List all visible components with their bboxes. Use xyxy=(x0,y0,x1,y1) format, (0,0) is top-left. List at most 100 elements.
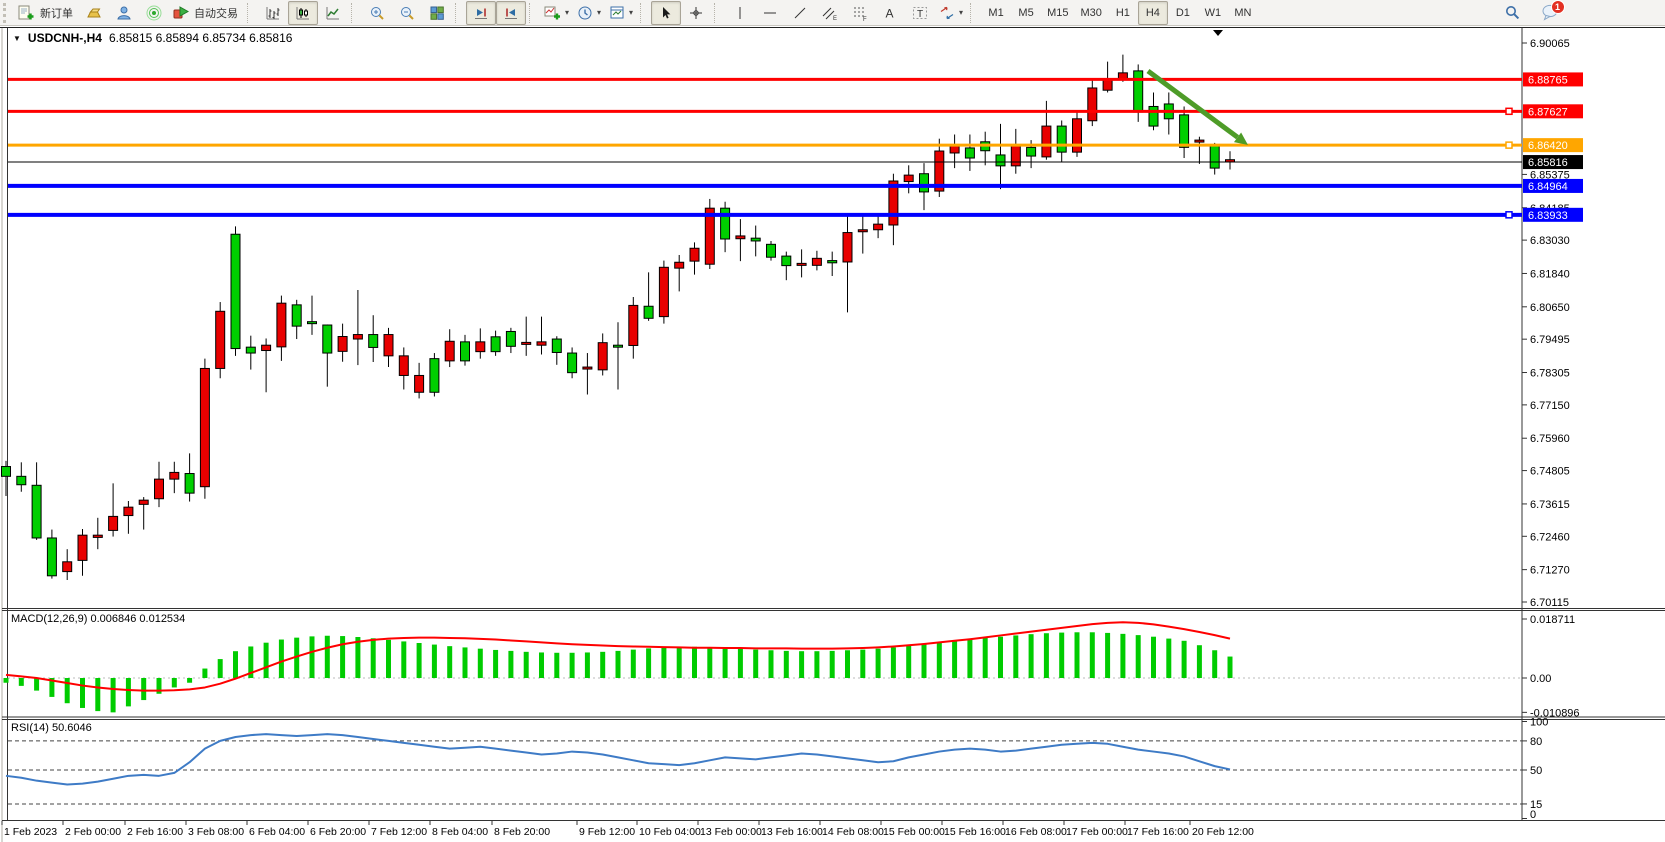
indicators-button[interactable]: ▾ xyxy=(540,1,573,25)
market-depth-button[interactable] xyxy=(109,1,139,25)
svg-text:3 Feb 08:00: 3 Feb 08:00 xyxy=(188,826,244,838)
chat-icon: 1 xyxy=(1541,0,1565,21)
svg-text:6.72460: 6.72460 xyxy=(1530,531,1570,543)
crosshair-button[interactable] xyxy=(681,1,711,25)
new-order-icon xyxy=(18,5,35,21)
gold-ingot-icon xyxy=(86,5,102,21)
svg-text:14 Feb 08:00: 14 Feb 08:00 xyxy=(822,826,884,838)
timeframe-mn-button-label: MN xyxy=(1234,6,1252,19)
cursor-icon xyxy=(658,5,674,21)
label-button[interactable]: T xyxy=(905,1,935,25)
svg-text:6.86420: 6.86420 xyxy=(1528,140,1568,152)
svg-text:F: F xyxy=(863,17,867,21)
svg-text:6.71270: 6.71270 xyxy=(1530,565,1570,577)
svg-text:80: 80 xyxy=(1530,736,1542,748)
periods-icon xyxy=(577,5,593,21)
tile-windows-button[interactable] xyxy=(422,1,452,25)
toolbar-separator xyxy=(640,2,648,23)
templates-icon xyxy=(609,5,625,21)
svg-text:6.73615: 6.73615 xyxy=(1530,499,1570,511)
svg-text:17 Feb 16:00: 17 Feb 16:00 xyxy=(1127,826,1189,838)
fibonacci-button[interactable]: F xyxy=(845,1,875,25)
new-order-button[interactable]: 新订单 xyxy=(14,1,79,25)
market-depth-icon xyxy=(116,5,132,21)
search-icon xyxy=(1504,4,1521,21)
auto-scroll-button[interactable] xyxy=(466,0,496,25)
timeframe-m15-button[interactable]: M15 xyxy=(1041,1,1074,25)
trendline-button[interactable] xyxy=(785,1,815,25)
search-button[interactable] xyxy=(1497,1,1527,25)
autotrading-button[interactable]: 自动交易 xyxy=(169,1,244,25)
channel-button[interactable]: E xyxy=(815,1,845,25)
chart-shift-icon xyxy=(503,5,519,21)
chart-title[interactable]: ▼ USDCNH-,H4 6.85815 6.85894 6.85734 6.8… xyxy=(13,31,292,45)
cursor-button[interactable] xyxy=(651,0,682,25)
vertical-line-button[interactable] xyxy=(725,1,755,25)
shapes-icon xyxy=(939,5,955,21)
bar-chart-button[interactable] xyxy=(258,1,288,25)
candlestick-icon xyxy=(295,5,311,21)
macd-signal-line xyxy=(5,621,1231,692)
signals-icon xyxy=(146,5,162,21)
horizontal-line-button[interactable] xyxy=(755,1,785,25)
notification-badge: 1 xyxy=(1550,0,1565,14)
time-axis[interactable]: 1 Feb 2023 2 Feb 00:00 2 Feb 16:00 3 Feb 08… xyxy=(1,821,1254,838)
signals-button[interactable] xyxy=(139,1,169,25)
svg-text:6.79495: 6.79495 xyxy=(1530,334,1570,346)
line-chart-button[interactable] xyxy=(318,1,348,25)
chevron-down-icon: ▾ xyxy=(629,8,634,17)
svg-text:6.84964: 6.84964 xyxy=(1528,181,1568,193)
templates-button[interactable]: ▾ xyxy=(605,1,637,25)
candlestick-chart-button[interactable] xyxy=(288,0,318,25)
svg-text:20 Feb 12:00: 20 Feb 12:00 xyxy=(1192,826,1254,838)
timeframe-mn-button[interactable]: MN xyxy=(1228,1,1258,25)
svg-text:6.90065: 6.90065 xyxy=(1530,38,1570,50)
svg-text:A: A xyxy=(886,6,894,20)
svg-text:6.88765: 6.88765 xyxy=(1528,74,1568,86)
svg-text:6.83933: 6.83933 xyxy=(1528,210,1568,222)
timeframe-m1-button-label: M1 xyxy=(988,6,1004,19)
timeframe-m5-button[interactable]: M5 xyxy=(1011,1,1041,25)
text-button[interactable]: A xyxy=(875,1,905,25)
shapes-button[interactable]: ▾ xyxy=(935,1,967,25)
timeframe-d1-button[interactable]: D1 xyxy=(1168,1,1198,25)
line-chart-icon xyxy=(325,5,341,21)
timeframe-m30-button-label: M30 xyxy=(1080,6,1102,19)
trend-arrow[interactable] xyxy=(1146,68,1248,145)
svg-text:0.00: 0.00 xyxy=(1530,673,1551,685)
timeframe-m30-button[interactable]: M30 xyxy=(1074,1,1107,25)
fibonacci-icon: F xyxy=(852,5,868,21)
svg-text:2 Feb 00:00: 2 Feb 00:00 xyxy=(65,826,121,838)
zoom-in-button[interactable] xyxy=(362,1,392,25)
svg-text:6.85375: 6.85375 xyxy=(1530,169,1570,181)
price-axis[interactable]: 6.900656.853756.841856.830306.818406.806… xyxy=(1522,38,1583,821)
timeframe-h1-button[interactable]: H1 xyxy=(1108,1,1138,25)
symbol-timeframe-label: USDCNH-,H4 xyxy=(27,31,102,45)
svg-text:2 Feb 16:00: 2 Feb 16:00 xyxy=(127,826,183,838)
symbol-dropdown-icon[interactable]: ▼ xyxy=(13,33,21,43)
svg-text:100: 100 xyxy=(1530,717,1548,729)
tile-windows-icon xyxy=(429,5,445,21)
zoom-out-icon xyxy=(399,5,415,21)
candlesticks xyxy=(1,54,1235,581)
chart-shift-button[interactable] xyxy=(496,0,526,25)
auto-scroll-icon xyxy=(473,5,489,21)
timeframe-w1-button[interactable]: W1 xyxy=(1198,1,1228,25)
chat-button[interactable]: 1 xyxy=(1535,0,1565,25)
timeframe-h1-button-label: H1 xyxy=(1115,6,1130,19)
timeframe-m1-button[interactable]: M1 xyxy=(981,1,1011,25)
periods-button[interactable]: ▾ xyxy=(573,1,605,25)
toolbar-grip[interactable] xyxy=(3,2,11,23)
zoom-out-button[interactable] xyxy=(392,1,422,25)
timeframe-m15-button-label: M15 xyxy=(1047,6,1069,19)
svg-text:13 Feb 00:00: 13 Feb 00:00 xyxy=(700,826,762,838)
timeframe-w1-button-label: W1 xyxy=(1204,6,1222,19)
gold-ingot-button[interactable] xyxy=(79,1,109,25)
toolbar-separator xyxy=(970,2,978,23)
rsi-line xyxy=(5,733,1231,786)
horizontal-line-objects[interactable] xyxy=(8,77,1522,219)
toolbar-separator xyxy=(351,2,359,23)
timeframe-h4-button[interactable]: H4 xyxy=(1137,0,1168,25)
